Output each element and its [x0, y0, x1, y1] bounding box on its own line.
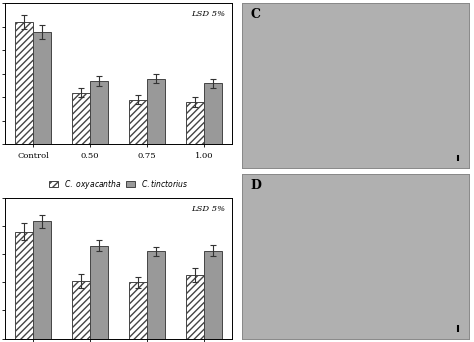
Bar	[147, 251, 165, 339]
Bar	[90, 81, 109, 144]
Bar	[15, 232, 33, 339]
Text: C: C	[251, 8, 261, 21]
Text: LSD 5%: LSD 5%	[191, 11, 226, 18]
Legend: $\mathit{C.\ oxyacantha}$, $\mathit{C.tinctorius}$: $\mathit{C.\ oxyacantha}$, $\mathit{C.ti…	[47, 176, 190, 192]
Bar	[204, 251, 222, 339]
Bar	[33, 221, 52, 339]
Text: D: D	[251, 179, 262, 192]
Bar	[186, 102, 204, 144]
Bar	[90, 246, 109, 339]
Bar	[204, 83, 222, 144]
Bar	[15, 22, 33, 144]
Text: LSD 5%: LSD 5%	[191, 205, 226, 213]
Bar	[147, 79, 165, 144]
Bar	[72, 281, 90, 339]
Bar	[129, 282, 147, 339]
Bar	[72, 93, 90, 144]
Bar	[33, 31, 52, 144]
Bar	[129, 100, 147, 144]
Bar	[186, 275, 204, 339]
